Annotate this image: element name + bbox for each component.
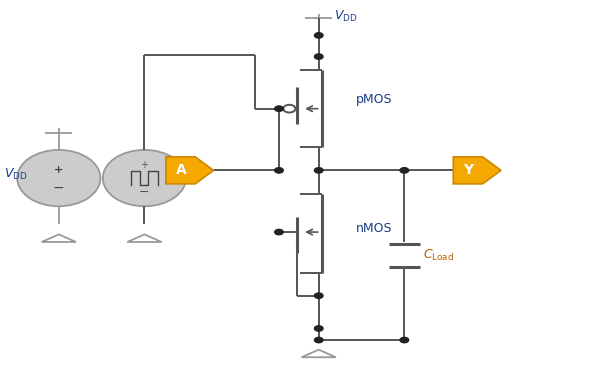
Polygon shape (166, 157, 213, 184)
Polygon shape (453, 157, 501, 184)
Text: pMOS: pMOS (356, 92, 392, 106)
Text: Y: Y (463, 163, 474, 177)
Ellipse shape (103, 150, 186, 206)
Circle shape (400, 168, 409, 173)
Circle shape (314, 337, 323, 343)
Circle shape (314, 54, 323, 59)
Circle shape (314, 168, 323, 173)
Circle shape (314, 293, 323, 298)
Text: $V_{\rm DD}$: $V_{\rm DD}$ (4, 167, 28, 182)
Circle shape (400, 337, 409, 343)
Text: +: + (140, 159, 148, 170)
Circle shape (314, 33, 323, 38)
Text: $V_{\rm in}$: $V_{\rm in}$ (182, 167, 200, 182)
Text: $V_{\rm DD}$: $V_{\rm DD}$ (334, 9, 357, 24)
Text: −: − (53, 181, 64, 195)
Circle shape (275, 229, 283, 235)
Text: −: − (139, 186, 150, 199)
Circle shape (275, 106, 283, 111)
Text: A: A (176, 163, 186, 177)
Text: +: + (54, 164, 63, 175)
Circle shape (283, 105, 295, 113)
Text: nMOS: nMOS (356, 222, 392, 235)
Text: $C_{\rm Load}$: $C_{\rm Load}$ (423, 248, 454, 263)
Ellipse shape (17, 150, 101, 206)
Circle shape (314, 326, 323, 331)
Circle shape (275, 168, 283, 173)
